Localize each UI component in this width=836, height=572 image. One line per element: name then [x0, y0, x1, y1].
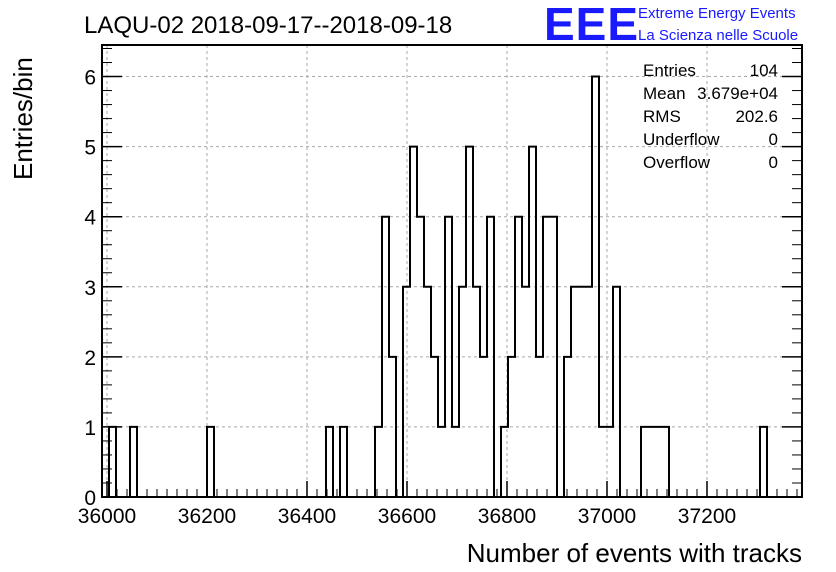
stat-value: 202.6	[735, 107, 778, 126]
histogram-bin	[599, 427, 613, 497]
histogram-bin	[410, 147, 417, 497]
y-tick-label: 4	[84, 207, 96, 230]
y-tick-label: 2	[84, 347, 96, 370]
histogram-bin	[130, 427, 137, 497]
x-tick-label: 36000	[78, 505, 136, 528]
y-tick-label: 0	[84, 487, 96, 510]
histogram-bin	[641, 427, 669, 497]
stats-box: Entries 104 Mean 3.679e+04 RMS 202.6 Underflow…	[643, 61, 778, 172]
stat-label: Mean	[643, 84, 686, 103]
histogram-bin	[424, 287, 431, 497]
y-tick-label: 3	[84, 277, 96, 300]
x-tick-labels: 36000 36200 36400 36600 36800 37000 37200	[78, 505, 736, 528]
histogram-bin	[109, 427, 116, 497]
histogram-bin	[207, 427, 214, 497]
stat-value: 104	[750, 61, 778, 80]
stat-label: RMS	[643, 107, 681, 126]
x-tick-label: 36200	[178, 505, 236, 528]
stat-label: Underflow	[643, 130, 720, 149]
y-tick-labels: 0 1 2 3 4 5 6	[84, 67, 96, 510]
x-tick-label: 36800	[478, 505, 536, 528]
plot-frame	[101, 44, 803, 498]
axis-ticks	[102, 48, 802, 498]
eee-logo-line2: La Scienza nelle Scuole	[638, 27, 798, 44]
y-tick-label: 1	[84, 417, 96, 440]
eee-logo-text: EEE	[544, 0, 639, 50]
stat-value: 0	[769, 153, 778, 172]
stat-value: 0	[769, 130, 778, 149]
x-tick-label: 36600	[378, 505, 436, 528]
histogram-bin	[452, 427, 459, 497]
x-axis-label: Number of events with tracks	[467, 538, 802, 568]
eee-logo-line1: Extreme Energy Events	[638, 5, 796, 22]
y-axis-label: Entries/bin	[8, 57, 38, 180]
histogram-bin	[613, 287, 620, 497]
eee-logo: EEE Extreme Energy Events La Scienza nel…	[544, 0, 798, 50]
histogram-bin	[326, 427, 333, 497]
histogram-bin	[473, 287, 480, 497]
stat-value: 3.679e+04	[697, 84, 778, 103]
y-tick-label: 5	[84, 137, 96, 160]
x-tick-label: 37000	[578, 505, 636, 528]
x-tick-label: 36400	[278, 505, 336, 528]
histogram-bin	[529, 147, 536, 497]
x-tick-label: 37200	[678, 505, 736, 528]
chart-title: LAQU-02 2018-09-17--2018-09-18	[84, 12, 452, 39]
histogram-bin	[375, 427, 382, 497]
stat-label: Overflow	[643, 153, 711, 172]
histogram-bin	[459, 287, 466, 497]
y-tick-label: 6	[84, 67, 96, 90]
stat-label: Entries	[643, 61, 696, 80]
histogram-bin	[438, 427, 445, 497]
histogram-bin	[571, 287, 592, 497]
histogram-bin	[760, 427, 767, 497]
histogram-bin	[466, 147, 473, 497]
histogram-bin	[522, 287, 529, 497]
histogram-bin	[340, 427, 347, 497]
